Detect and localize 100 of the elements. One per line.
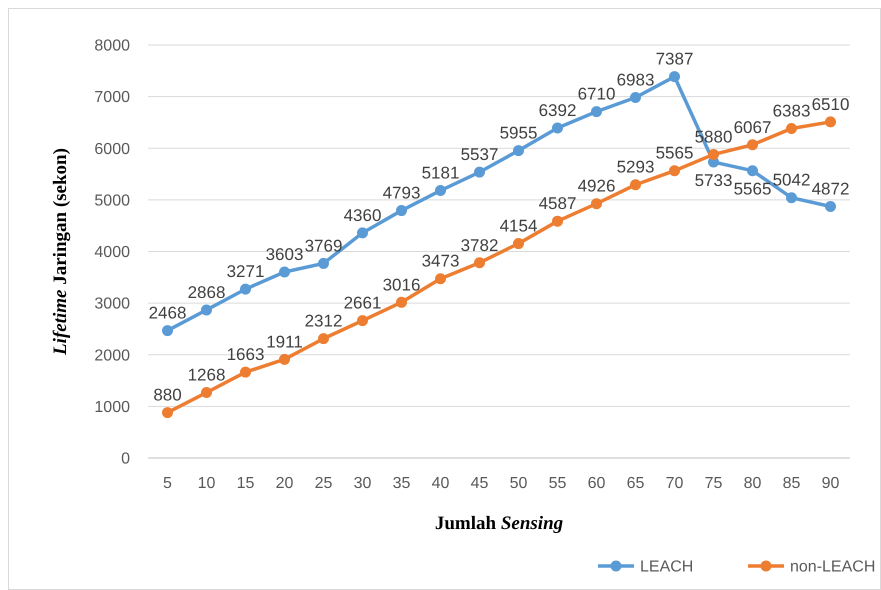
point — [669, 165, 680, 176]
data-label: 3271 — [226, 262, 264, 282]
data-label: 7387 — [656, 50, 694, 69]
data-label: 1268 — [188, 366, 226, 385]
x-tick-label: 75 — [704, 475, 722, 492]
point — [513, 145, 524, 156]
point — [552, 122, 563, 134]
x-tick-label: 70 — [666, 475, 684, 492]
point — [201, 304, 212, 316]
x-tick-label: 50 — [510, 475, 528, 492]
data-label: 3016 — [382, 275, 420, 294]
point — [591, 106, 602, 118]
data-label: 4587 — [538, 194, 576, 214]
point — [357, 227, 368, 238]
point — [474, 166, 485, 178]
x-tick-label: 55 — [548, 475, 566, 492]
y-tick-label: 8000 — [94, 38, 130, 55]
data-label: 6710 — [578, 84, 616, 104]
y-tick-label: 0 — [121, 450, 130, 468]
y-tick-label: 3000 — [94, 296, 130, 313]
data-label: 4926 — [578, 176, 616, 196]
data-label: 5537 — [460, 145, 498, 164]
data-label: 2868 — [188, 282, 226, 302]
data-label: 5565 — [656, 144, 694, 163]
legend-label: non-LEACH — [790, 558, 876, 576]
y-tick-label: 7000 — [94, 89, 130, 106]
point — [708, 148, 719, 160]
data-label: 5565 — [734, 180, 772, 199]
point — [396, 296, 407, 308]
point — [825, 200, 836, 212]
point — [786, 122, 797, 134]
y-tick-label: 2000 — [94, 347, 130, 364]
data-label: 4360 — [344, 206, 382, 225]
point — [279, 266, 290, 278]
x-tick-label: 80 — [744, 475, 762, 492]
data-label: 2468 — [148, 304, 186, 323]
data-label: 6383 — [772, 101, 810, 120]
point — [201, 387, 212, 398]
data-label: 3473 — [422, 252, 460, 271]
data-label: 6510 — [812, 94, 850, 114]
x-tick-label: 25 — [314, 475, 332, 492]
point — [513, 238, 524, 250]
point — [591, 198, 602, 210]
data-label: 6067 — [734, 118, 772, 137]
point — [669, 71, 680, 82]
point — [747, 165, 758, 176]
x-tick-label: 30 — [354, 475, 372, 492]
data-label: 5181 — [422, 164, 460, 183]
x-tick-label: 90 — [822, 475, 840, 492]
x-tick-label: 20 — [276, 475, 294, 492]
point — [630, 92, 641, 104]
point — [630, 179, 641, 190]
data-label: 4793 — [382, 184, 420, 203]
data-label: 6983 — [616, 70, 654, 90]
x-axis-title: Jumlah Sensing — [434, 513, 564, 534]
x-tick-label: 45 — [470, 475, 488, 492]
data-label: 5293 — [616, 158, 654, 177]
point — [825, 116, 836, 128]
data-label: 1663 — [226, 345, 264, 364]
data-label: 1911 — [266, 332, 303, 352]
point — [318, 333, 329, 344]
data-label: 4872 — [812, 179, 850, 198]
data-label: 3782 — [460, 236, 498, 255]
legend-label: LEACH — [640, 558, 694, 576]
point — [435, 185, 446, 196]
y-tick-label: 1000 — [94, 398, 130, 416]
x-tick-label: 10 — [198, 475, 216, 492]
x-tick-label: 40 — [432, 475, 450, 492]
x-tick-label: 15 — [236, 475, 254, 492]
data-label: 4154 — [500, 216, 538, 236]
point — [552, 216, 563, 227]
point — [474, 257, 485, 268]
data-label: 880 — [153, 386, 182, 405]
x-tick-label: 35 — [392, 475, 410, 492]
point — [279, 354, 290, 365]
data-label: 3769 — [304, 236, 342, 256]
data-label: 2312 — [304, 312, 342, 331]
point — [786, 192, 797, 204]
y-tick-label: 6000 — [94, 140, 130, 158]
data-label: 2661 — [344, 294, 382, 313]
data-label: 5042 — [772, 170, 810, 190]
y-tick-label: 5000 — [94, 192, 130, 210]
data-label: 5955 — [500, 124, 538, 143]
point — [162, 407, 173, 418]
data-label: 5733 — [694, 171, 732, 190]
point — [240, 366, 251, 378]
x-tick-label: 85 — [782, 475, 800, 492]
point — [396, 205, 407, 216]
point — [357, 315, 368, 326]
data-label: 6392 — [538, 101, 576, 120]
x-tick-label: 5 — [163, 475, 172, 492]
x-tick-label: 65 — [626, 475, 644, 492]
y-tick-label: 4000 — [94, 244, 130, 262]
x-tick-label: 60 — [588, 475, 606, 492]
point — [435, 273, 446, 284]
point — [318, 258, 329, 269]
point — [240, 284, 251, 295]
point — [747, 139, 758, 150]
y-axis-title: Lifetime Jaringan (sekon) — [50, 148, 71, 356]
data-label: 3603 — [266, 244, 304, 264]
